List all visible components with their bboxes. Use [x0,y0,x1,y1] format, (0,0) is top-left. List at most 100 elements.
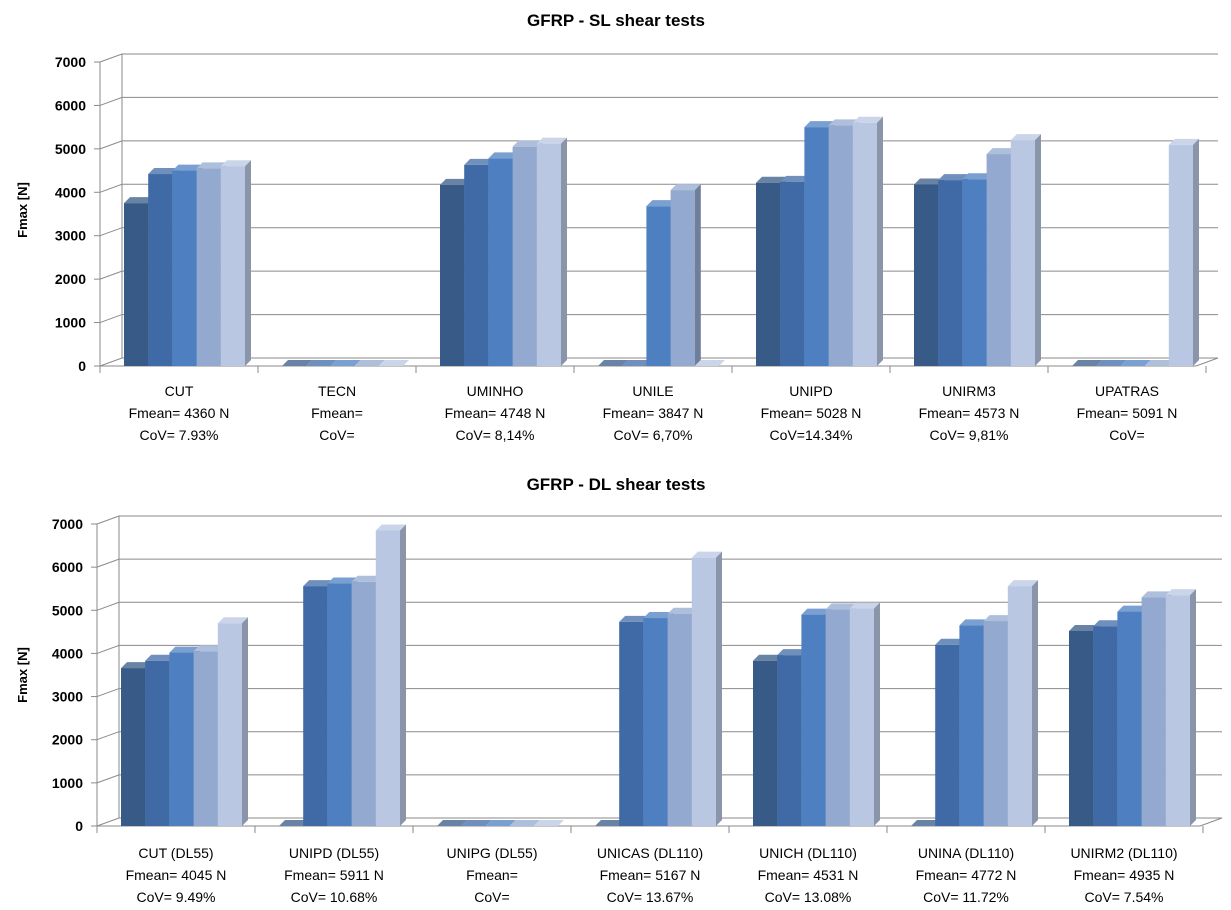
bar-front [643,618,668,826]
bar-top [354,360,385,366]
bar-top [512,140,543,147]
floor-edge [1199,817,1223,827]
bar-side [716,551,722,826]
bar-top [935,638,966,645]
cov-label: CoV= 9,81% [930,427,1009,443]
bar-top [938,174,969,181]
fmean-label: Fmean= 5091 N [1077,405,1178,421]
bar [193,645,224,826]
cov-label: CoV= 7.54% [1085,889,1164,905]
bar-top [694,360,725,366]
bar-front [148,174,173,366]
bar-front [1069,630,1094,826]
bar-top [622,360,653,366]
bar-side [1193,138,1199,366]
bar-group [911,580,1038,826]
bar [536,137,567,366]
dl-shear-chart: GFRP - DL shear tests Fmax [N] 0 1000 2000… [15,475,1223,905]
bar [220,160,251,366]
bar-front [938,180,963,366]
y-tick-label: 2000 [52,732,83,748]
bar [1144,360,1175,366]
bar-top [148,168,179,175]
category-label: UNIPD [789,383,833,399]
fmean-label: Fmean= 4772 N [916,867,1017,883]
bar [691,551,722,826]
bar-group [595,551,722,826]
bar [598,360,629,366]
bar [1120,360,1151,366]
bar-top [801,608,832,615]
bar-top [1010,134,1041,141]
bar-front [1165,595,1190,826]
y-tick-label: 5000 [52,602,83,618]
bar-top [670,184,701,191]
bar-front [1141,597,1166,826]
category-label: CUT (DL55) [138,845,213,861]
bar-side [877,116,883,366]
y-tick-label: 0 [78,358,86,374]
gridline [99,53,1218,63]
chart-title: GFRP - DL shear tests [527,475,706,494]
y-tick-label: 1000 [52,775,83,791]
bar [437,820,468,826]
bar-top [193,645,224,652]
bar-front [691,557,716,826]
bar-front [959,625,984,826]
bar-side [1190,589,1196,826]
bar [852,116,883,366]
bar-top [914,178,945,185]
bar-front [193,651,218,826]
bar [217,617,248,826]
bar [282,360,313,366]
category-label: UMINHO [467,383,524,399]
bar-top [753,654,784,661]
bar-top [509,820,540,826]
category-label: UNINA (DL110) [918,845,1014,861]
y-tick-label: 2000 [55,271,86,287]
bar-front [849,608,874,826]
bar-front [220,166,245,366]
bar-front [801,614,826,826]
bar-top [1117,605,1148,612]
fmean-label: Fmean= 4748 N [445,405,546,421]
bar-top [169,646,200,653]
bar-top [172,164,203,171]
fmean-label: Fmean= 4360 N [129,405,230,421]
bar-front [440,184,465,366]
bar-top [1072,360,1103,366]
bar-top [852,116,883,123]
cov-label: CoV=14.34% [770,427,853,443]
category-label: UPATRAS [1095,383,1159,399]
bar-group [437,820,564,826]
bar-front [124,203,149,366]
bar-top [220,160,251,167]
bar-front [1007,586,1032,826]
fmean-label: Fmean= 3847 N [603,405,704,421]
bar-group [914,134,1041,366]
bar-front [619,621,644,826]
bar [1007,580,1038,826]
cov-label: CoV= 13.08% [765,889,852,905]
bar-front [303,586,328,826]
bar-top [849,602,880,609]
bar-top [121,662,152,669]
cov-label: CoV= [474,889,509,905]
bar-front [327,583,352,826]
y-tick-label: 3000 [55,228,86,244]
bar-top [461,820,492,826]
bar [622,360,653,366]
bar-group [753,602,880,826]
bar [670,184,701,366]
fmean-label: Fmean= 4045 N [126,867,227,883]
y-tick-label: 4000 [55,184,86,200]
bar-front [121,668,146,826]
bar [485,820,516,826]
bar-top [1093,620,1124,627]
cov-label: CoV= 9.49% [137,889,216,905]
bar [1165,589,1196,826]
bar-front [756,182,781,366]
bar-front [667,613,692,826]
bar-top [124,197,155,204]
bar-top [279,820,310,826]
